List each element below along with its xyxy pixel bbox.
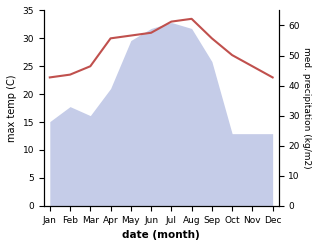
Y-axis label: max temp (C): max temp (C) [7, 74, 17, 142]
X-axis label: date (month): date (month) [122, 230, 200, 240]
Y-axis label: med. precipitation (kg/m2): med. precipitation (kg/m2) [302, 47, 311, 169]
